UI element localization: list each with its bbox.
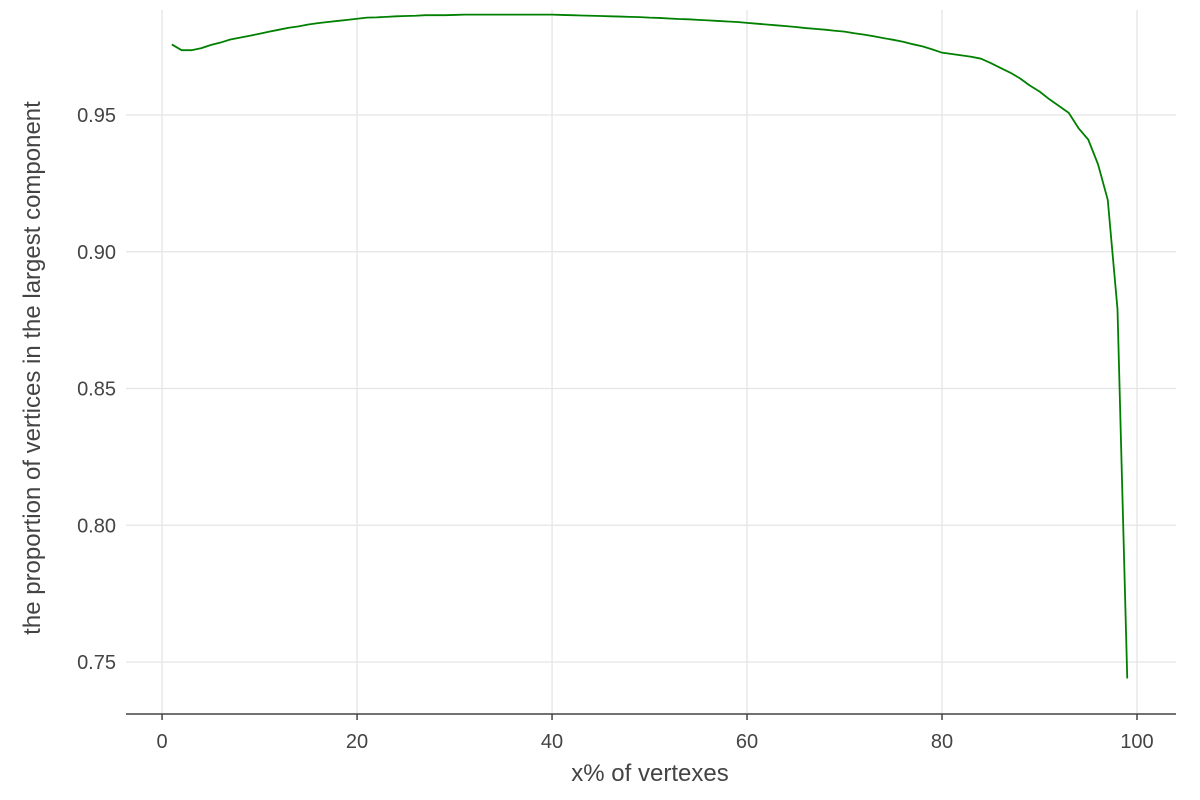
x-tick-label: 20: [346, 731, 368, 753]
y-axis-title: the proportion of vertices in the larges…: [19, 101, 46, 635]
x-axis-title: x% of vertexes: [571, 760, 728, 787]
y-tick-label: 0.95: [77, 105, 116, 127]
y-tick-label: 0.80: [77, 515, 116, 537]
y-tick-label: 0.75: [77, 652, 116, 674]
axes: 0 20 40 60 80 100 0.75 0.80 0.85 0.90 0.95: [77, 105, 1176, 753]
series-line: [171, 13, 1129, 679]
x-tick-label: 60: [736, 731, 758, 753]
x-tick-label: 100: [1120, 731, 1153, 753]
grid: [126, 10, 1176, 714]
x-tick-label: 40: [541, 731, 563, 753]
x-tick-label: 80: [931, 731, 953, 753]
y-tick-label: 0.90: [77, 242, 116, 264]
y-tick-label: 0.85: [77, 379, 116, 401]
x-tick-label: 0: [157, 731, 168, 753]
series-layer: [171, 13, 1129, 679]
